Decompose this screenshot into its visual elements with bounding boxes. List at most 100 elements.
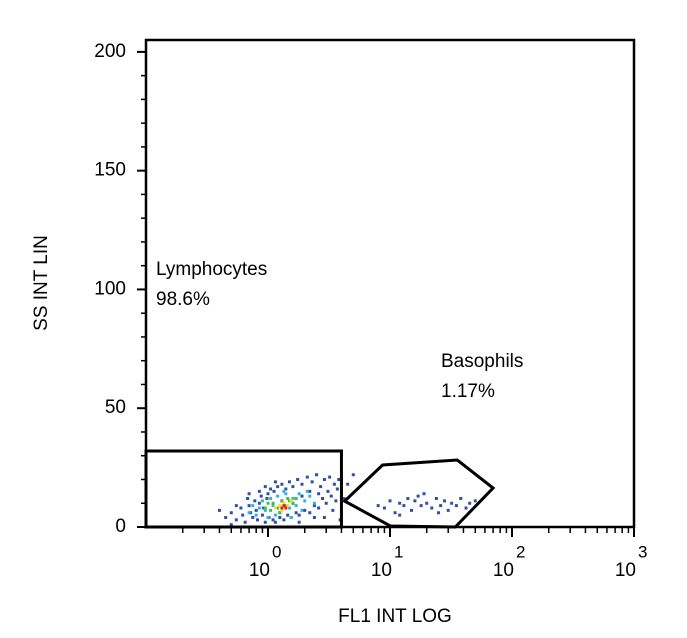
event-dot bbox=[297, 492, 301, 496]
event-dot bbox=[217, 508, 221, 512]
x-tick-exponent: 1 bbox=[394, 542, 403, 561]
y-tick-label: 150 bbox=[94, 160, 126, 181]
event-dot bbox=[305, 475, 309, 479]
event-dot bbox=[284, 492, 288, 496]
event-dot bbox=[308, 511, 312, 515]
x-tick-exponent: 0 bbox=[272, 542, 281, 561]
event-dot bbox=[300, 482, 304, 486]
event-dot bbox=[468, 501, 472, 505]
gate-stat: 1.17% bbox=[441, 381, 495, 402]
event-dot bbox=[257, 506, 261, 510]
event-dot bbox=[312, 501, 316, 505]
event-dot bbox=[266, 501, 270, 505]
event-dot bbox=[312, 504, 316, 508]
event-dot bbox=[286, 504, 290, 508]
event-dot bbox=[291, 501, 295, 505]
y-tick-label: 100 bbox=[94, 278, 126, 299]
event-dot bbox=[286, 496, 290, 500]
x-tick-label: 10 bbox=[493, 560, 514, 581]
event-dot bbox=[234, 518, 238, 522]
gate bbox=[342, 458, 496, 529]
event-dot bbox=[276, 494, 280, 498]
event-dot bbox=[284, 506, 288, 510]
event-dot bbox=[260, 499, 264, 503]
event-dot bbox=[241, 513, 245, 517]
gate-stat: 98.6% bbox=[156, 289, 210, 310]
event-dot bbox=[413, 499, 417, 503]
x-tick-label: 10 bbox=[249, 560, 270, 581]
event-dot bbox=[430, 506, 434, 510]
event-dot bbox=[322, 515, 326, 519]
event-dot bbox=[269, 508, 273, 512]
event-dot bbox=[305, 489, 309, 493]
event-dot bbox=[422, 492, 426, 496]
event-dot bbox=[276, 506, 280, 510]
event-dot bbox=[273, 506, 277, 510]
event-dot bbox=[273, 513, 277, 517]
event-dot bbox=[287, 506, 291, 510]
event-dot bbox=[266, 492, 270, 496]
event-dot bbox=[297, 513, 301, 517]
event-dot bbox=[257, 489, 261, 493]
event-dot bbox=[317, 492, 321, 496]
plot-frame bbox=[144, 38, 636, 529]
y-tick-label: 0 bbox=[115, 516, 126, 537]
event-dot bbox=[291, 496, 295, 500]
event-dot bbox=[351, 473, 355, 477]
event-dot bbox=[284, 504, 288, 508]
event-dot bbox=[273, 480, 277, 484]
event-dot bbox=[269, 487, 273, 491]
y-tick-label: 50 bbox=[105, 397, 126, 418]
event-dot bbox=[315, 473, 319, 477]
event-dot bbox=[376, 504, 380, 508]
event-dot bbox=[388, 499, 392, 503]
event-dot bbox=[402, 504, 406, 508]
event-dot bbox=[247, 504, 251, 508]
event-dot bbox=[224, 515, 228, 519]
event-dot bbox=[342, 496, 346, 500]
event-dot bbox=[272, 489, 276, 493]
event-dot bbox=[459, 496, 463, 500]
event-dot bbox=[443, 499, 447, 503]
event-dot bbox=[291, 485, 295, 489]
event-dot bbox=[247, 511, 251, 515]
event-dot bbox=[229, 523, 233, 527]
event-dot bbox=[464, 506, 468, 510]
event-dot bbox=[282, 501, 286, 505]
event-dot bbox=[259, 494, 263, 498]
event-dot bbox=[425, 501, 429, 505]
event-dot bbox=[406, 496, 410, 500]
event-dot bbox=[246, 496, 250, 500]
event-dot bbox=[434, 496, 438, 500]
event-dot bbox=[308, 494, 312, 498]
event-dot bbox=[454, 504, 458, 508]
event-dot bbox=[322, 477, 326, 481]
event-dot bbox=[278, 511, 282, 515]
event-dot bbox=[437, 511, 441, 515]
x-tick-label: 10 bbox=[371, 560, 392, 581]
event-dot bbox=[446, 508, 450, 512]
event-dot bbox=[296, 477, 300, 481]
event-dot bbox=[419, 504, 423, 508]
event-dot bbox=[257, 501, 261, 505]
event-dot bbox=[331, 508, 335, 512]
event-dot bbox=[317, 506, 321, 510]
event-dot bbox=[284, 487, 288, 491]
event-dot bbox=[398, 501, 402, 505]
event-dot bbox=[308, 489, 312, 493]
event-dot bbox=[297, 520, 301, 524]
event-dot bbox=[263, 506, 267, 510]
event-dot bbox=[382, 506, 386, 510]
event-dot bbox=[286, 513, 290, 517]
event-dot bbox=[287, 480, 291, 484]
event-dot bbox=[287, 499, 291, 503]
event-dot bbox=[439, 504, 443, 508]
event-dot bbox=[266, 515, 270, 519]
event-dot bbox=[271, 501, 275, 505]
event-dot bbox=[229, 511, 233, 515]
event-dot bbox=[280, 482, 284, 486]
event-dot bbox=[334, 499, 338, 503]
x-axis-label: FL1 INT LOG bbox=[338, 606, 452, 627]
event-dot bbox=[280, 506, 284, 510]
